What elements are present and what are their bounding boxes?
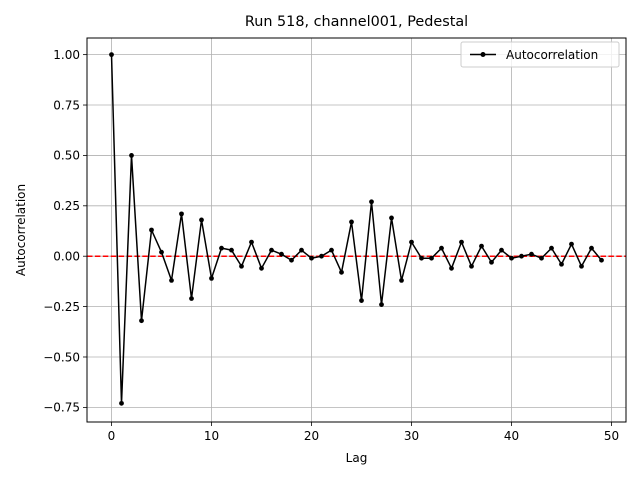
data-point	[499, 247, 504, 253]
data-point	[479, 243, 484, 249]
y-tick-label: −0.75	[43, 401, 80, 415]
data-point	[329, 247, 334, 253]
data-point	[249, 239, 254, 245]
data-point	[519, 253, 524, 259]
y-tick-label: 1.00	[53, 48, 80, 62]
y-tick-label: 0.50	[53, 149, 80, 163]
data-point	[539, 255, 544, 261]
x-axis-label: Lag	[346, 451, 368, 465]
data-point	[549, 245, 554, 251]
data-point	[459, 239, 464, 245]
x-tick-label: 50	[604, 429, 619, 443]
y-tick-label: −0.50	[43, 350, 80, 364]
legend-label: Autocorrelation	[506, 48, 598, 62]
data-point	[589, 245, 594, 251]
data-point	[259, 265, 264, 271]
data-point	[359, 298, 364, 303]
y-axis-label: Autocorrelation	[14, 184, 28, 276]
data-point	[139, 318, 144, 324]
data-point	[469, 263, 474, 269]
x-tick-label: 20	[304, 429, 319, 443]
x-tick-label: 30	[404, 429, 419, 443]
tick-layer: 0 10 20 30 40 50 −0.75 −0.50 −0.25 0.00 0.25 0.50 0.…	[43, 48, 619, 443]
data-point	[119, 400, 124, 406]
y-tick-label: 0.00	[53, 250, 80, 264]
data-point	[439, 245, 444, 251]
data-point	[159, 249, 164, 255]
data-point	[389, 215, 394, 221]
data-point	[339, 269, 344, 275]
data-point	[179, 211, 184, 217]
data-point	[349, 219, 354, 225]
data-point	[199, 217, 204, 223]
data-point	[559, 261, 564, 267]
data-point	[569, 241, 574, 247]
x-tick-label: 40	[504, 429, 519, 443]
series-layer	[109, 52, 604, 406]
data-point	[409, 239, 414, 245]
data-point	[239, 263, 244, 269]
data-point	[319, 253, 324, 259]
data-point	[489, 259, 494, 265]
data-point	[309, 255, 314, 261]
data-point	[209, 275, 214, 281]
data-point	[429, 255, 434, 261]
y-tick-label: 0.75	[53, 98, 80, 112]
data-point	[189, 296, 194, 301]
data-point	[169, 277, 174, 283]
data-point	[599, 257, 604, 263]
data-point	[529, 251, 534, 257]
x-tick-label: 0	[108, 429, 116, 443]
chart-title: Run 518, channel001, Pedestal	[245, 14, 468, 30]
data-point	[299, 247, 304, 253]
data-point	[129, 153, 134, 158]
data-point	[449, 265, 454, 271]
data-point	[269, 247, 274, 253]
data-point	[229, 247, 234, 253]
data-point	[219, 245, 224, 251]
data-point	[289, 257, 294, 263]
y-tick-label: 0.25	[53, 199, 80, 213]
x-tick-label: 10	[204, 429, 219, 443]
data-point	[109, 52, 114, 58]
data-point	[279, 251, 284, 257]
legend-box	[460, 41, 620, 68]
data-point	[509, 255, 514, 261]
legend-marker-swatch	[480, 52, 486, 57]
plot-frame	[86, 37, 627, 423]
data-point	[379, 302, 384, 307]
data-point	[419, 255, 424, 261]
legend: Autocorrelation	[460, 41, 620, 68]
y-tick-label: −0.25	[43, 300, 80, 314]
data-point	[369, 199, 374, 205]
data-point	[149, 227, 154, 233]
data-point	[399, 277, 404, 283]
data-point	[579, 263, 584, 269]
